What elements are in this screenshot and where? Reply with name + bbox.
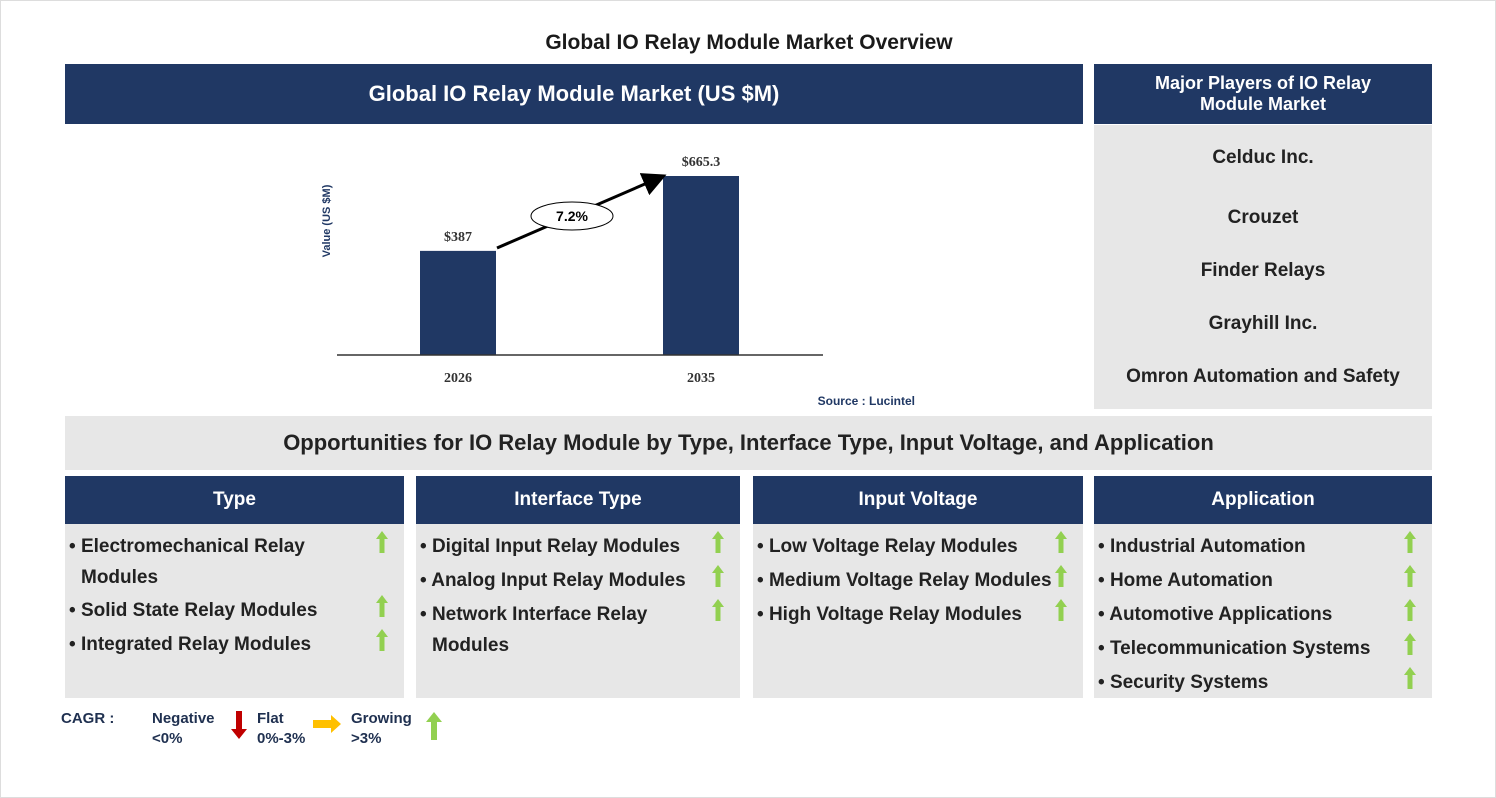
list-item: • Network Interface Relay Modules — [420, 599, 740, 661]
growing-arrow-icon — [1055, 565, 1073, 597]
list-item: • Digital Input Relay Modules — [420, 531, 740, 563]
list-item-label: • Low Voltage Relay Modules — [757, 536, 1018, 557]
list-item: • Solid State Relay Modules — [69, 595, 404, 627]
list-item: • Medium Voltage Relay Modules — [757, 565, 1083, 597]
list-item-label: • Network Interface Relay Modules — [420, 604, 648, 656]
legend-flat-range: 0%-3% — [257, 730, 306, 747]
list-item-text: High Voltage Relay Modules — [768, 604, 1022, 625]
legend-growing: Growing >3% — [351, 709, 412, 749]
growing-arrow-icon — [1404, 633, 1422, 665]
column-body: • Low Voltage Relay Modules • Medium Volt… — [753, 524, 1083, 698]
player-name: Grayhill Inc. — [1208, 313, 1318, 334]
growing-arrow-icon — [712, 531, 730, 563]
list-item-text: Medium Voltage Relay Modules — [768, 570, 1052, 591]
legend-growing-label: Growing — [351, 710, 412, 727]
list-item-label: • Solid State Relay Modules — [69, 600, 318, 621]
list-item: • Electromechanical Relay Modules — [69, 531, 404, 593]
list-item-label: • Security Systems — [1098, 672, 1269, 693]
list-item: • Automotive Applications — [1098, 599, 1432, 631]
opportunities-header: Opportunities for IO Relay Module by Typ… — [65, 416, 1432, 470]
bar-2026 — [420, 250, 496, 355]
growing-arrow-icon — [712, 565, 730, 597]
column-header: Input Voltage — [753, 476, 1083, 524]
list-item-text: Telecommunication Systems — [1109, 638, 1371, 659]
growing-arrow-icon — [1404, 565, 1422, 597]
legend-negative-range: <0% — [152, 730, 183, 747]
up-arrow-icon — [426, 712, 442, 740]
x-tick-label: 2035 — [687, 371, 715, 386]
list-item-label: • Automotive Applications — [1098, 604, 1333, 625]
growing-arrow-icon — [712, 599, 730, 661]
down-arrow-icon — [231, 711, 247, 739]
list-item-label: • Medium Voltage Relay Modules — [757, 570, 1052, 591]
growing-arrow-icon — [376, 531, 394, 593]
bar-2035 — [663, 176, 739, 355]
legend-negative: Negative <0% — [152, 709, 215, 749]
growing-arrow-icon — [376, 595, 394, 627]
players-header: Major Players of IO Relay Module Market — [1094, 64, 1432, 124]
page-title: Global IO Relay Module Market Overview — [545, 31, 953, 54]
list-item-text: Automotive Applications — [1109, 604, 1333, 625]
list-item-text: Network Interface Relay Modules — [431, 604, 648, 656]
legend-growing-range: >3% — [351, 730, 382, 747]
chart-header: Global IO Relay Module Market (US $M) — [65, 64, 1083, 124]
player-name: Crouzet — [1227, 207, 1299, 228]
list-item-label: • Digital Input Relay Modules — [420, 536, 681, 557]
legend-flat-label: Flat — [257, 710, 284, 727]
players-panel — [1094, 125, 1432, 409]
growing-arrow-icon — [376, 629, 394, 661]
legend-label: CAGR : — [61, 710, 115, 727]
growing-arrow-icon — [1404, 531, 1422, 563]
growing-arrow-icon — [1404, 667, 1422, 699]
list-item: • Analog Input Relay Modules — [420, 565, 740, 597]
right-arrow-icon — [313, 715, 341, 733]
list-item-text: Integrated Relay Modules — [80, 634, 312, 655]
list-item-text: Home Automation — [1109, 570, 1273, 591]
list-item: • Integrated Relay Modules — [69, 629, 404, 661]
growing-arrow-icon — [1404, 599, 1422, 631]
column-header: Interface Type — [416, 476, 740, 524]
list-item-text: Low Voltage Relay Modules — [768, 536, 1018, 557]
list-item-label: • High Voltage Relay Modules — [757, 604, 1022, 625]
cagr-annotation: 7.2% — [556, 208, 588, 224]
list-item-label: • Home Automation — [1098, 570, 1273, 591]
list-item-text: Solid State Relay Modules — [80, 600, 318, 621]
list-item: • Telecommunication Systems — [1098, 633, 1432, 665]
y-axis-label: Value (US $M) — [321, 184, 333, 257]
column-header: Application — [1094, 476, 1432, 524]
list-item-label: • Analog Input Relay Modules — [420, 570, 686, 591]
column-body: • Electromechanical Relay Modules • Solid… — [65, 524, 404, 698]
list-item-text: Industrial Automation — [1109, 536, 1306, 557]
list-item-text: Digital Input Relay Modules — [431, 536, 681, 557]
column-body: • Digital Input Relay Modules • Analog In… — [416, 524, 740, 698]
cagr-ellipse — [530, 201, 614, 231]
growing-arrow-icon — [1055, 599, 1073, 631]
player-name: Celduc Inc. — [1212, 147, 1314, 168]
x-tick-label: 2026 — [444, 371, 472, 386]
list-item-label: • Integrated Relay Modules — [69, 634, 312, 655]
legend-negative-label: Negative — [152, 710, 215, 727]
list-item: • High Voltage Relay Modules — [757, 599, 1083, 631]
list-item: • Low Voltage Relay Modules — [757, 531, 1083, 563]
list-item-label: • Electromechanical Relay Modules — [69, 536, 305, 588]
data-label: $387 — [444, 230, 472, 245]
legend-flat: Flat 0%-3% — [257, 709, 305, 749]
list-item-text: Security Systems — [1109, 672, 1269, 693]
list-item-label: • Industrial Automation — [1098, 536, 1306, 557]
player-name: Finder Relays — [1200, 260, 1326, 281]
source-note: Source : Lucintel — [818, 394, 915, 408]
list-item-text: Electromechanical Relay Modules — [80, 536, 305, 588]
column-header: Type — [65, 476, 404, 524]
column-body: • Industrial Automation • Home Automation… — [1094, 524, 1432, 698]
player-name: Omron Automation and Safety — [1126, 366, 1400, 387]
list-item: • Security Systems — [1098, 667, 1432, 699]
bar-chart: Value (US $M) $387 2026 $665.3 2035 7.2% So… — [321, 155, 915, 408]
list-item-text: Analog Input Relay Modules — [431, 570, 686, 591]
growing-arrow-icon — [1055, 531, 1073, 563]
list-item: • Home Automation — [1098, 565, 1432, 597]
data-label: $665.3 — [682, 155, 721, 170]
list-item-label: • Telecommunication Systems — [1098, 638, 1371, 659]
list-item: • Industrial Automation — [1098, 531, 1432, 563]
